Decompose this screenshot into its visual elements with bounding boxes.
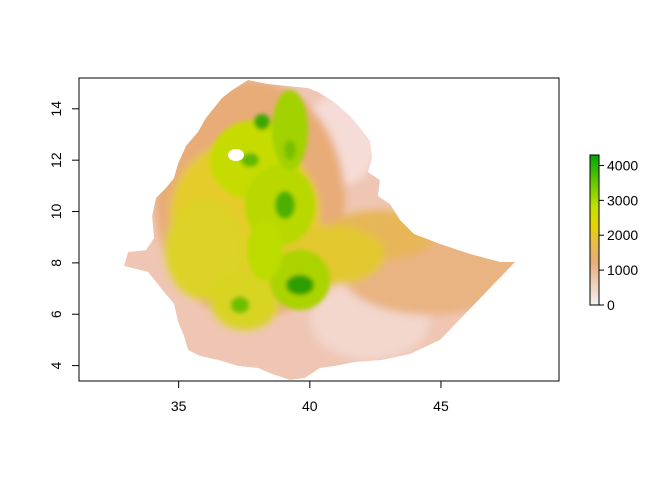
colorbar-tick-label: 4000 <box>607 157 638 173</box>
colorbar-legend: 0 1000 2000 3000 4000 <box>589 154 638 313</box>
colorbar-gradient <box>589 154 600 306</box>
colorbar-tick-label: 1000 <box>607 262 638 278</box>
x-axis: 35 40 45 <box>171 380 449 414</box>
y-tick-label: 8 <box>48 259 64 267</box>
colorbar-tick-label: 0 <box>607 297 615 313</box>
y-tick-label: 4 <box>48 361 64 369</box>
y-tick-label: 12 <box>48 152 64 168</box>
elevation-raster <box>124 80 515 380</box>
colorbar-tick-label: 2000 <box>607 227 638 243</box>
x-tick-label: 45 <box>433 398 449 414</box>
x-tick-label: 35 <box>171 398 187 414</box>
lake-tana <box>228 149 244 161</box>
y-axis: 4 6 8 10 12 14 <box>48 101 80 369</box>
y-tick-label: 14 <box>48 101 64 117</box>
x-tick-label: 40 <box>302 398 318 414</box>
colorbar-tick-label: 3000 <box>607 192 638 208</box>
y-tick-label: 6 <box>48 310 64 318</box>
y-tick-label: 10 <box>48 204 64 220</box>
